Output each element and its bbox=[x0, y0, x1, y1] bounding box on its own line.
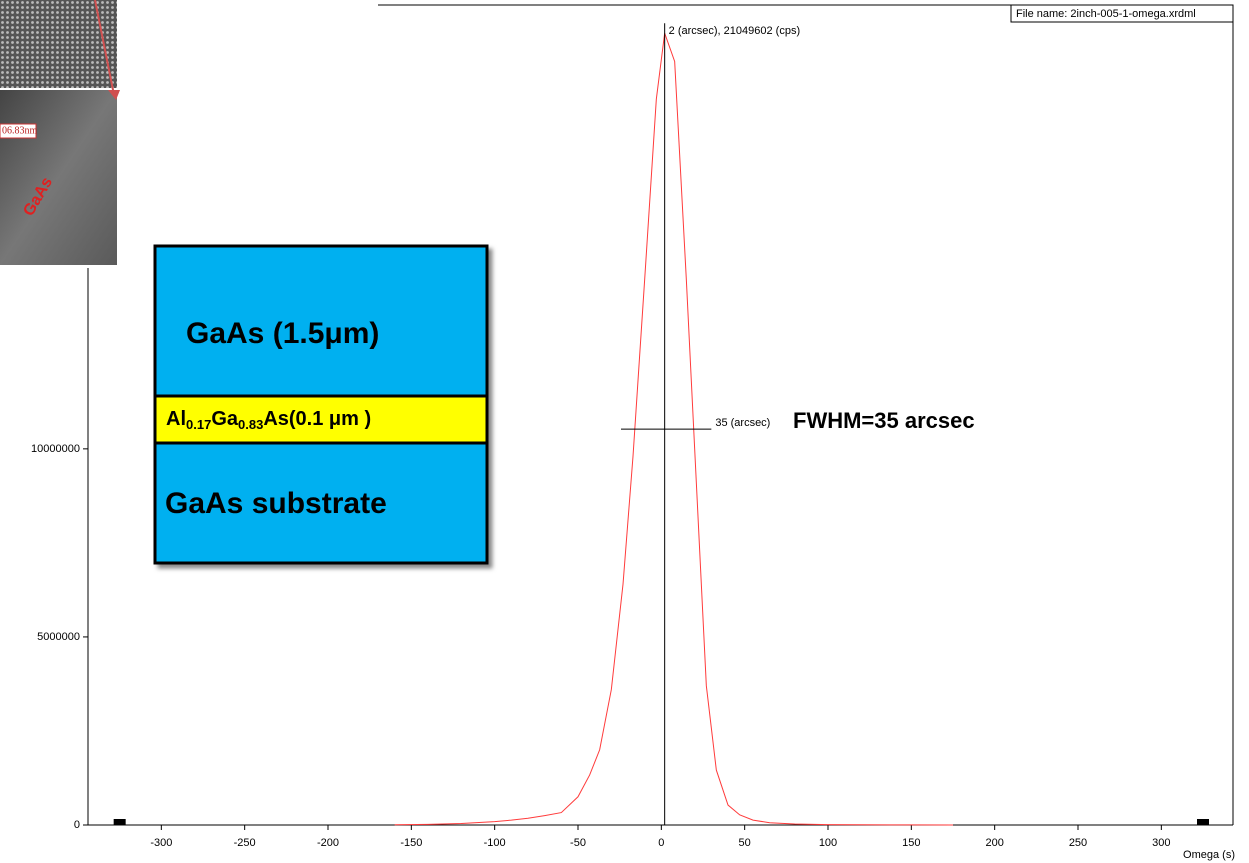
x-tick-label: 0 bbox=[658, 837, 664, 849]
layer-part: 0.17 bbox=[186, 417, 211, 432]
x-tick-label: -100 bbox=[484, 837, 506, 849]
x-tick-label: 100 bbox=[819, 837, 837, 849]
y-tick-label: 0 bbox=[74, 819, 80, 831]
tem-image: 06.83nm GaAs bbox=[0, 0, 120, 265]
tem-scale: 06.83nm bbox=[2, 125, 38, 136]
y-tick-label: 5000000 bbox=[37, 631, 80, 643]
fwhm-label: 35 (arcsec) bbox=[715, 417, 770, 429]
layer-middle: Al0.17Ga0.83As(0.1 μm ) bbox=[166, 408, 371, 432]
x-tick-label: -300 bbox=[150, 837, 172, 849]
peak-label: 2 (arcsec), 21049602 (cps) bbox=[669, 25, 800, 37]
file-name: File name: 2inch-005-1-omega.xrdml bbox=[1016, 8, 1196, 20]
x-tick-label: -50 bbox=[570, 837, 586, 849]
x-tick-label: 200 bbox=[985, 837, 1003, 849]
x-tick-label: -250 bbox=[234, 837, 256, 849]
x-tick-label: 250 bbox=[1069, 837, 1087, 849]
x-tick-label: 50 bbox=[739, 837, 751, 849]
x-tick-label: 150 bbox=[902, 837, 920, 849]
x-tick-label: -150 bbox=[400, 837, 422, 849]
layer-diagram bbox=[153, 244, 489, 565]
range-marker bbox=[113, 819, 126, 825]
x-tick-label: 300 bbox=[1152, 837, 1170, 849]
x-tick-label: -200 bbox=[317, 837, 339, 849]
layer-part: Al bbox=[166, 408, 186, 430]
x-axis-label: Omega (s) bbox=[1183, 849, 1235, 861]
fwhm-note: FWHM=35 arcsec bbox=[793, 408, 975, 433]
range-marker bbox=[1197, 819, 1209, 825]
y-tick-label: 10000000 bbox=[31, 443, 80, 455]
layer-bottom: GaAs substrate bbox=[165, 487, 387, 520]
layer-part: 0.83 bbox=[238, 417, 263, 432]
curve bbox=[394, 33, 954, 826]
file-box bbox=[1010, 4, 1234, 23]
layer-top: GaAs (1.5μm) bbox=[186, 317, 379, 350]
layer-part: As(0.1 μm ) bbox=[263, 408, 371, 430]
layer-part: Ga bbox=[211, 408, 239, 430]
